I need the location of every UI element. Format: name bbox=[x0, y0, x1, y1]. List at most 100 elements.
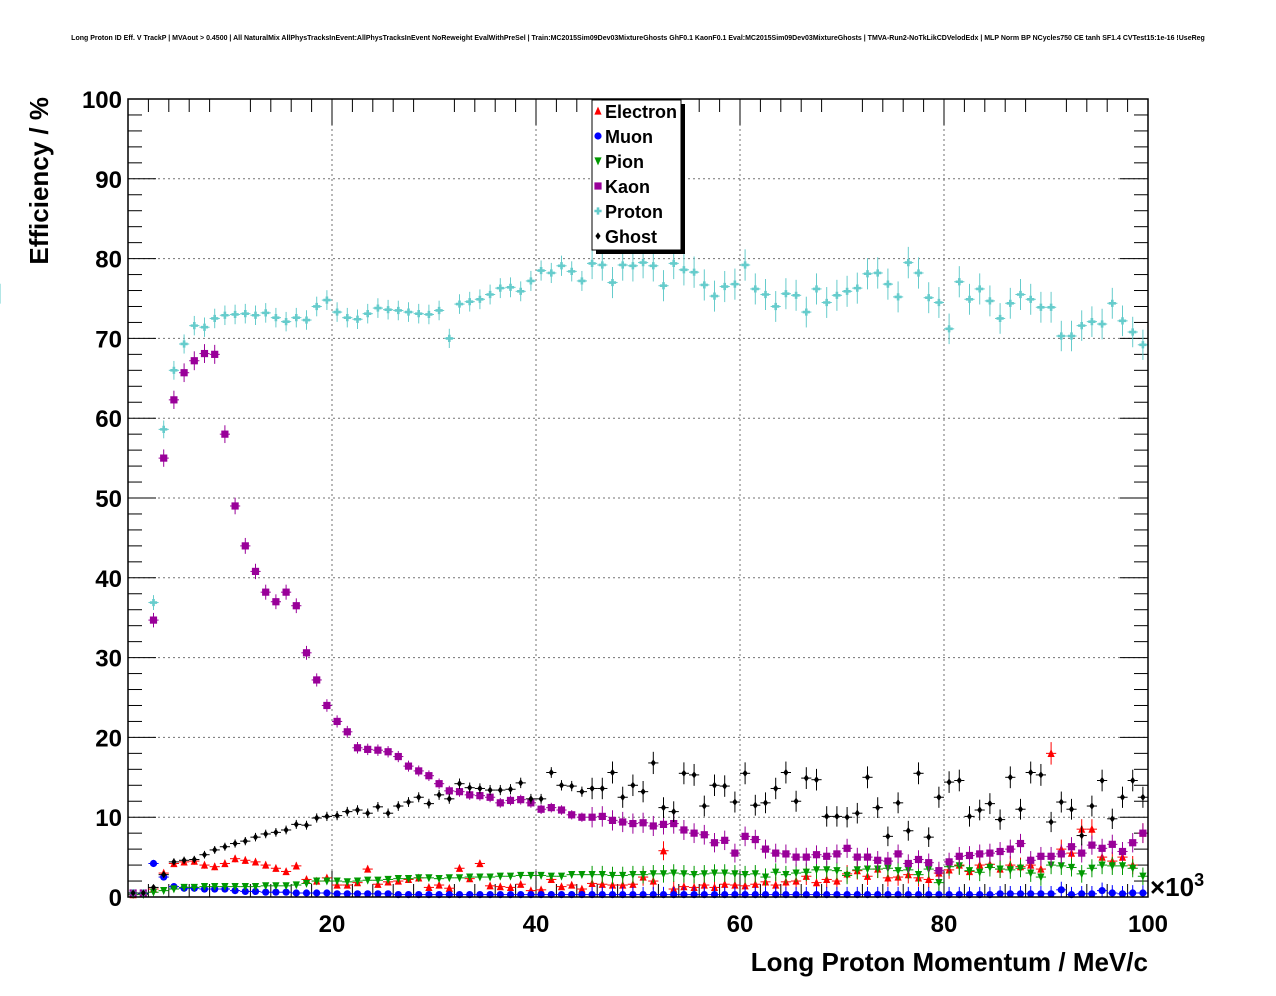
marker-triangle-down bbox=[476, 873, 484, 882]
data-point-ghost bbox=[801, 767, 812, 789]
marker-triangle-up bbox=[925, 875, 933, 884]
marker-diamond bbox=[201, 851, 208, 859]
data-point-pion bbox=[913, 865, 924, 884]
data-point-muon bbox=[260, 888, 271, 896]
axis-tick-labels: 0 10 20 30 40 50 60 70 80 90 100 20 40 60 80 100 bbox=[82, 87, 1168, 938]
marker-diamond bbox=[875, 804, 881, 812]
x-tick-label: 60 bbox=[727, 911, 754, 938]
marker-triangle-up bbox=[262, 860, 270, 869]
data-point-ghost bbox=[352, 805, 363, 815]
marker-triangle-up bbox=[884, 873, 892, 882]
marker-diamond bbox=[242, 837, 248, 845]
legend-marker bbox=[594, 157, 602, 166]
marker-diamond bbox=[864, 773, 871, 781]
marker-diamond bbox=[365, 809, 371, 817]
marker-cross bbox=[200, 323, 209, 331]
marker-triangle-down bbox=[466, 873, 474, 882]
x-tick-label: 80 bbox=[931, 911, 958, 938]
marker-triangle-down bbox=[1078, 870, 1086, 879]
data-point-ghost bbox=[525, 793, 536, 804]
data-point-pion bbox=[454, 874, 465, 883]
data-point-ghost bbox=[1025, 761, 1036, 784]
data-point-proton bbox=[1117, 305, 1128, 337]
marker-square bbox=[313, 676, 321, 684]
marker-diamond bbox=[303, 821, 310, 829]
data-point-kaon bbox=[1117, 842, 1128, 861]
data-point-proton bbox=[434, 300, 445, 321]
data-point-kaon bbox=[362, 743, 373, 756]
data-point-ghost bbox=[760, 792, 771, 814]
data-point-pion bbox=[158, 887, 169, 896]
marker-diamond bbox=[1130, 776, 1136, 785]
data-point-proton bbox=[148, 595, 159, 610]
marker-triangle-up bbox=[700, 880, 708, 889]
data-point-kaon bbox=[189, 351, 200, 371]
marker-square bbox=[761, 845, 770, 853]
marker-diamond bbox=[314, 814, 320, 822]
marker-square bbox=[863, 853, 872, 861]
marker-cross bbox=[384, 306, 392, 314]
data-point-proton bbox=[791, 279, 802, 311]
x-tick-label: 100 bbox=[1128, 911, 1168, 938]
marker-cross bbox=[486, 290, 494, 299]
marker-cross bbox=[710, 292, 719, 300]
marker-cross bbox=[986, 297, 994, 305]
marker-diamond bbox=[191, 855, 197, 864]
data-point-ghost bbox=[270, 828, 281, 837]
marker-square bbox=[914, 855, 923, 864]
data-point-kaon bbox=[495, 797, 506, 808]
marker-circle bbox=[1129, 889, 1137, 897]
marker-diamond bbox=[854, 809, 860, 817]
marker-square bbox=[823, 852, 831, 860]
data-point-proton bbox=[678, 254, 689, 286]
data-point-proton bbox=[964, 283, 975, 315]
data-point-ghost bbox=[617, 786, 628, 808]
marker-triangle-up bbox=[425, 883, 433, 892]
data-point-ghost bbox=[1107, 808, 1118, 829]
data-point-ghost bbox=[383, 808, 394, 818]
data-point-kaon bbox=[913, 850, 924, 869]
marker-triangle-up bbox=[364, 864, 372, 873]
marker-triangle-down bbox=[537, 871, 545, 880]
marker-cross bbox=[914, 269, 923, 277]
marker-square bbox=[1047, 852, 1055, 860]
marker-triangle-down bbox=[608, 871, 617, 880]
marker-triangle-up bbox=[751, 879, 759, 888]
data-point-kaon bbox=[413, 765, 424, 777]
marker-triangle-down bbox=[313, 877, 321, 886]
marker-cross bbox=[1047, 303, 1055, 311]
data-point-kaon bbox=[709, 833, 720, 853]
data-point-proton bbox=[332, 302, 343, 322]
marker-diamond bbox=[232, 839, 238, 848]
data-point-proton bbox=[811, 273, 822, 305]
data-point-pion bbox=[719, 864, 730, 882]
data-point-kaon bbox=[1107, 834, 1118, 854]
marker-triangle-down bbox=[211, 883, 219, 892]
marker-square bbox=[802, 853, 810, 861]
marker-cross bbox=[302, 316, 311, 324]
legend: Electron Muon Pion Kaon Proton Ghost bbox=[591, 99, 685, 254]
data-point-kaon bbox=[627, 813, 638, 834]
data-point-pion bbox=[1076, 865, 1087, 883]
data-point-ghost bbox=[780, 761, 791, 784]
marker-diamond bbox=[1068, 805, 1075, 813]
legend-label: Electron bbox=[605, 102, 677, 122]
marker-triangle-up bbox=[435, 880, 443, 889]
marker-square bbox=[874, 856, 882, 864]
data-point-proton bbox=[913, 257, 924, 289]
data-point-kaon bbox=[1137, 823, 1148, 844]
marker-triangle-down bbox=[557, 872, 566, 881]
data-point-proton bbox=[362, 303, 373, 324]
marker-cross bbox=[149, 598, 158, 607]
marker-circle bbox=[1047, 890, 1055, 898]
marker-square bbox=[659, 820, 668, 828]
marker-triangle-down bbox=[639, 871, 647, 880]
marker-cross bbox=[537, 266, 545, 275]
marker-diamond bbox=[1089, 802, 1095, 810]
data-point-kaon bbox=[750, 829, 761, 850]
marker-triangle-up bbox=[833, 876, 841, 885]
marker-diamond bbox=[467, 784, 473, 792]
data-point-pion bbox=[638, 865, 649, 884]
data-point-ghost bbox=[444, 793, 455, 804]
series-muon bbox=[128, 859, 1148, 899]
